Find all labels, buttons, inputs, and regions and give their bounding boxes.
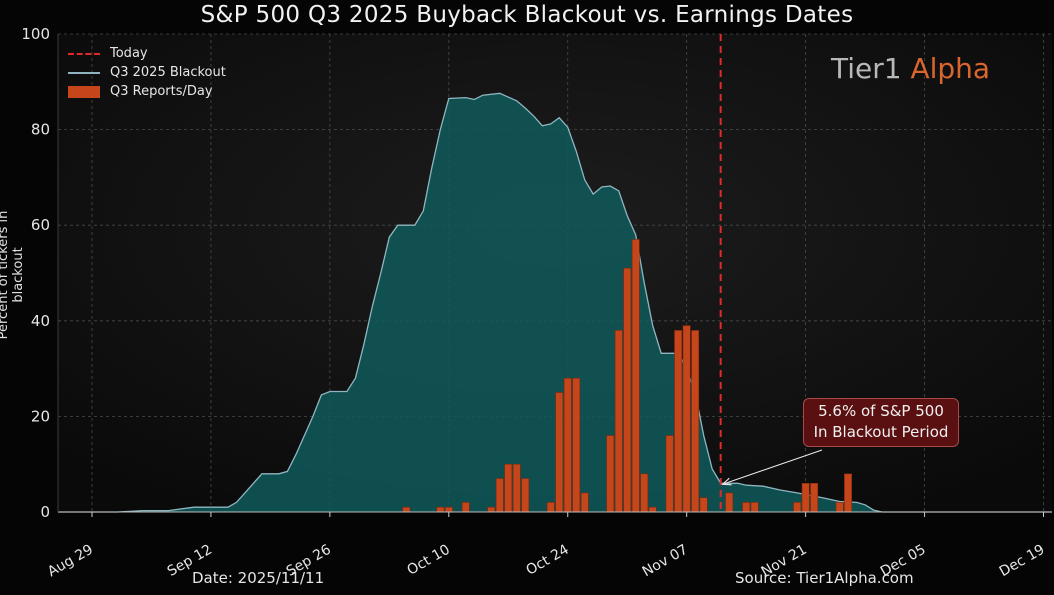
reports-swatch bbox=[68, 86, 100, 98]
report-bar bbox=[794, 502, 801, 512]
legend-item-reports: Q3 Reports/Day bbox=[68, 82, 226, 101]
legend-label-blackout: Q3 2025 Blackout bbox=[110, 65, 226, 80]
x-tick-label: Oct 24 bbox=[523, 542, 571, 579]
y-tick-label: 60 bbox=[31, 216, 50, 234]
report-bar bbox=[751, 502, 758, 512]
blackout-annotation: 5.6% of S&P 500 In Blackout Period bbox=[803, 398, 959, 447]
brand-part2: Alpha bbox=[902, 52, 991, 85]
legend-label-reports: Q3 Reports/Day bbox=[110, 84, 213, 99]
blackout-swatch bbox=[68, 67, 100, 79]
report-bar bbox=[683, 326, 690, 512]
x-tick-label: Nov 07 bbox=[640, 542, 691, 581]
report-bar bbox=[581, 493, 588, 512]
report-bar bbox=[437, 507, 444, 512]
y-axis-label: Percent of tickers in blackout bbox=[0, 200, 26, 350]
y-tick-label: 80 bbox=[31, 121, 50, 139]
legend-label-today: Today bbox=[110, 46, 148, 61]
report-bar bbox=[496, 479, 503, 513]
report-bar bbox=[513, 464, 520, 512]
y-tick-label: 20 bbox=[31, 407, 50, 425]
x-tick-label: Oct 10 bbox=[405, 542, 453, 579]
report-bar bbox=[700, 498, 707, 512]
chart-title: S&P 500 Q3 2025 Buyback Blackout vs. Ear… bbox=[0, 2, 1054, 28]
report-bar bbox=[743, 502, 750, 512]
report-bar bbox=[726, 493, 733, 512]
report-bar bbox=[641, 474, 648, 512]
legend-item-today: Today bbox=[68, 44, 226, 63]
report-bar bbox=[573, 378, 580, 512]
report-bar bbox=[632, 240, 639, 513]
report-bar bbox=[556, 393, 563, 513]
report-bar bbox=[836, 502, 843, 512]
annotation-line2: In Blackout Period bbox=[804, 422, 958, 443]
report-bar bbox=[624, 268, 631, 512]
report-bar bbox=[692, 330, 699, 512]
report-bar bbox=[666, 436, 673, 513]
report-bar bbox=[811, 483, 818, 512]
report-bar bbox=[802, 483, 809, 512]
brand-part1: Tier1 bbox=[831, 52, 902, 85]
footer-source: Source: Tier1Alpha.com bbox=[735, 569, 914, 587]
report-bar bbox=[649, 507, 656, 512]
report-bar bbox=[445, 507, 452, 512]
report-bar bbox=[675, 330, 682, 512]
footer-date: Date: 2025/11/11 bbox=[192, 569, 324, 587]
report-bar bbox=[488, 507, 495, 512]
y-tick-label: 40 bbox=[31, 312, 50, 330]
report-bar bbox=[844, 474, 851, 512]
today-swatch bbox=[68, 48, 100, 60]
report-bar bbox=[403, 507, 410, 512]
report-bar bbox=[462, 502, 469, 512]
report-bar bbox=[615, 330, 622, 512]
x-tick-label: Dec 19 bbox=[997, 542, 1048, 581]
report-bar bbox=[607, 436, 614, 513]
y-tick-label: 0 bbox=[40, 503, 50, 521]
x-tick-label: Aug 29 bbox=[45, 542, 96, 581]
legend-item-blackout: Q3 2025 Blackout bbox=[68, 63, 226, 82]
annotation-line1: 5.6% of S&P 500 bbox=[804, 401, 958, 422]
brand-logo: Tier1 Alpha bbox=[831, 52, 990, 85]
report-bar bbox=[522, 479, 529, 513]
report-bar bbox=[547, 502, 554, 512]
report-bar bbox=[505, 464, 512, 512]
report-bar bbox=[564, 378, 571, 512]
legend: Today Q3 2025 Blackout Q3 Reports/Day bbox=[68, 44, 226, 101]
